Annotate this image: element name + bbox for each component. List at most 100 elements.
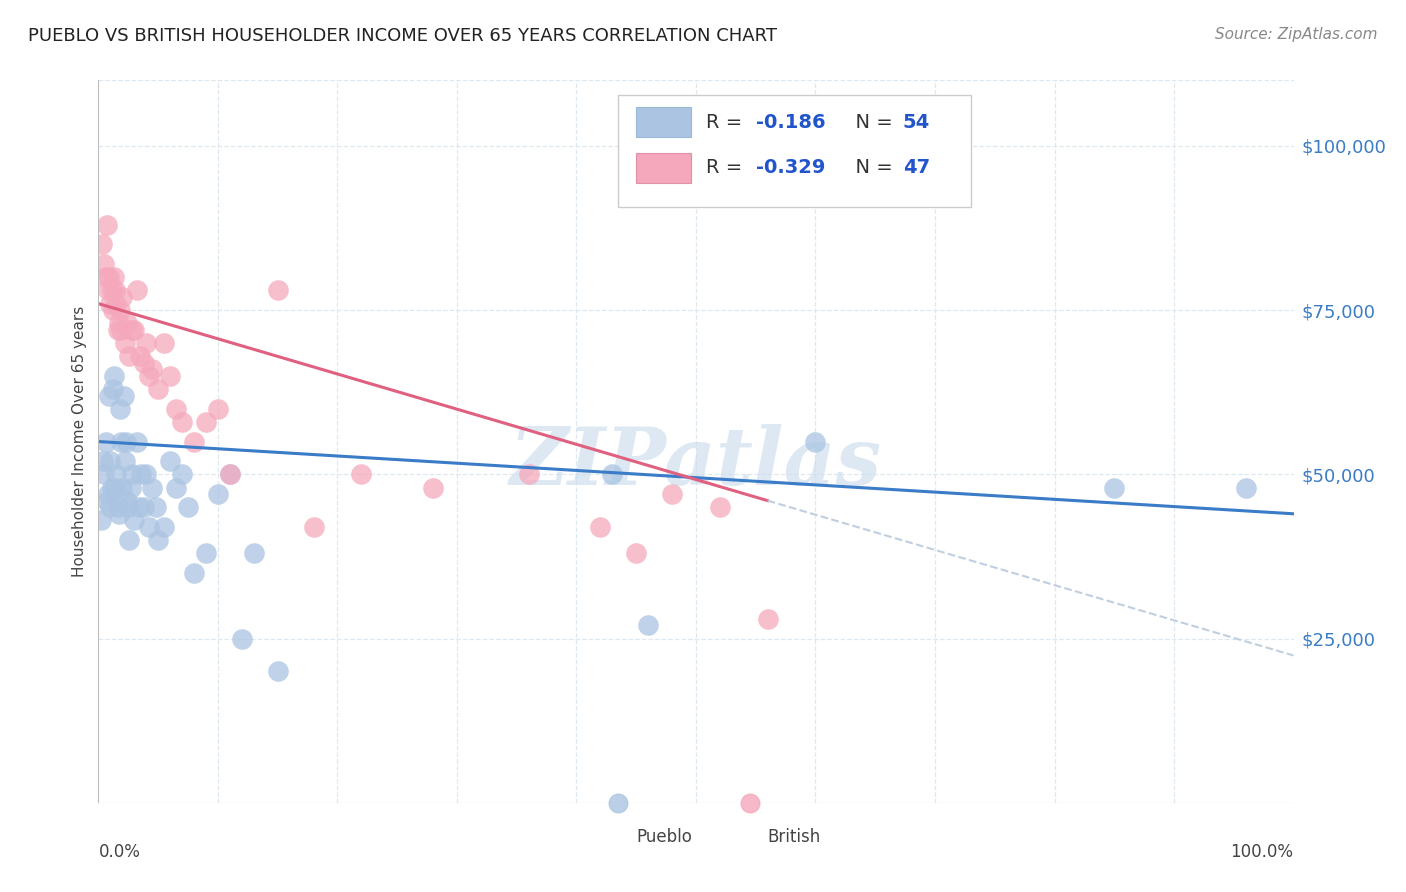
Text: Source: ZipAtlas.com: Source: ZipAtlas.com: [1215, 27, 1378, 42]
Point: [98, 454, 122, 468]
Y-axis label: Householder Income Over 65 years: Householder Income Over 65 years: [72, 306, 87, 577]
Point: [172, 467, 194, 482]
Point: [100, 481, 122, 495]
Point: [110, 323, 132, 337]
Point: [135, 467, 157, 482]
Point: [148, 533, 170, 547]
Text: British: British: [768, 829, 821, 847]
Point: [125, 284, 148, 298]
Point: [1234, 481, 1257, 495]
Text: ZIPatlas: ZIPatlas: [510, 425, 882, 502]
Point: [115, 316, 138, 330]
Text: Pueblo: Pueblo: [637, 829, 692, 847]
Point: [121, 323, 143, 337]
Point: [112, 388, 135, 402]
Point: [90, 513, 112, 527]
Point: [97, 284, 120, 298]
Point: [219, 467, 242, 482]
Point: [153, 336, 176, 351]
Text: -0.186: -0.186: [756, 112, 825, 132]
Point: [159, 454, 181, 468]
Point: [103, 368, 125, 383]
Point: [105, 296, 128, 310]
Point: [98, 296, 122, 310]
Point: [517, 467, 540, 482]
Point: [626, 546, 648, 560]
Point: [302, 520, 325, 534]
Point: [98, 270, 121, 285]
Point: [96, 493, 118, 508]
Point: [804, 434, 827, 449]
Point: [207, 401, 229, 416]
Point: [267, 284, 290, 298]
Point: [172, 415, 194, 429]
Point: [93, 257, 115, 271]
Point: [589, 520, 612, 534]
Point: [183, 566, 205, 580]
Point: [128, 500, 150, 515]
Point: [165, 401, 187, 416]
Text: R =: R =: [706, 158, 748, 178]
Point: [111, 290, 134, 304]
Point: [661, 487, 683, 501]
Point: [756, 612, 779, 626]
Point: [422, 481, 444, 495]
Point: [138, 520, 160, 534]
Point: [96, 218, 118, 232]
Point: [114, 336, 136, 351]
Point: [101, 382, 124, 396]
Point: [107, 316, 129, 330]
Point: [607, 796, 630, 810]
Point: [195, 415, 218, 429]
Point: [94, 434, 117, 449]
FancyBboxPatch shape: [637, 153, 692, 183]
Point: [141, 362, 163, 376]
Point: [129, 349, 152, 363]
Point: [94, 270, 117, 285]
Point: [118, 349, 141, 363]
Point: [350, 467, 373, 482]
Point: [267, 665, 290, 679]
Point: [124, 513, 146, 527]
Point: [243, 546, 266, 560]
Point: [107, 323, 129, 337]
Point: [91, 237, 114, 252]
Text: -0.329: -0.329: [756, 158, 825, 178]
Point: [110, 434, 132, 449]
Point: [153, 520, 176, 534]
Point: [111, 481, 134, 495]
Point: [93, 467, 115, 482]
Text: R =: R =: [706, 112, 748, 132]
Text: 54: 54: [903, 112, 929, 132]
Point: [141, 481, 163, 495]
Point: [231, 632, 253, 646]
Point: [124, 323, 146, 337]
Text: 100.0%: 100.0%: [1230, 843, 1294, 861]
Point: [115, 493, 138, 508]
Point: [148, 382, 170, 396]
Point: [105, 467, 128, 482]
Point: [131, 467, 153, 482]
Point: [117, 500, 139, 515]
Point: [108, 401, 131, 416]
Text: 47: 47: [903, 158, 929, 178]
Text: N =: N =: [844, 112, 898, 132]
Point: [91, 454, 114, 468]
Point: [104, 481, 127, 495]
Point: [121, 467, 143, 482]
Point: [114, 454, 136, 468]
Point: [183, 434, 205, 449]
Point: [132, 356, 155, 370]
Point: [637, 618, 659, 632]
Point: [207, 487, 229, 501]
Point: [159, 368, 181, 383]
Point: [602, 467, 624, 482]
Point: [132, 500, 155, 515]
Point: [138, 368, 160, 383]
Point: [709, 500, 731, 515]
Point: [100, 284, 122, 298]
Point: [97, 487, 120, 501]
Point: [101, 303, 124, 318]
Text: PUEBLO VS BRITISH HOUSEHOLDER INCOME OVER 65 YEARS CORRELATION CHART: PUEBLO VS BRITISH HOUSEHOLDER INCOME OVE…: [28, 27, 778, 45]
Point: [195, 546, 218, 560]
